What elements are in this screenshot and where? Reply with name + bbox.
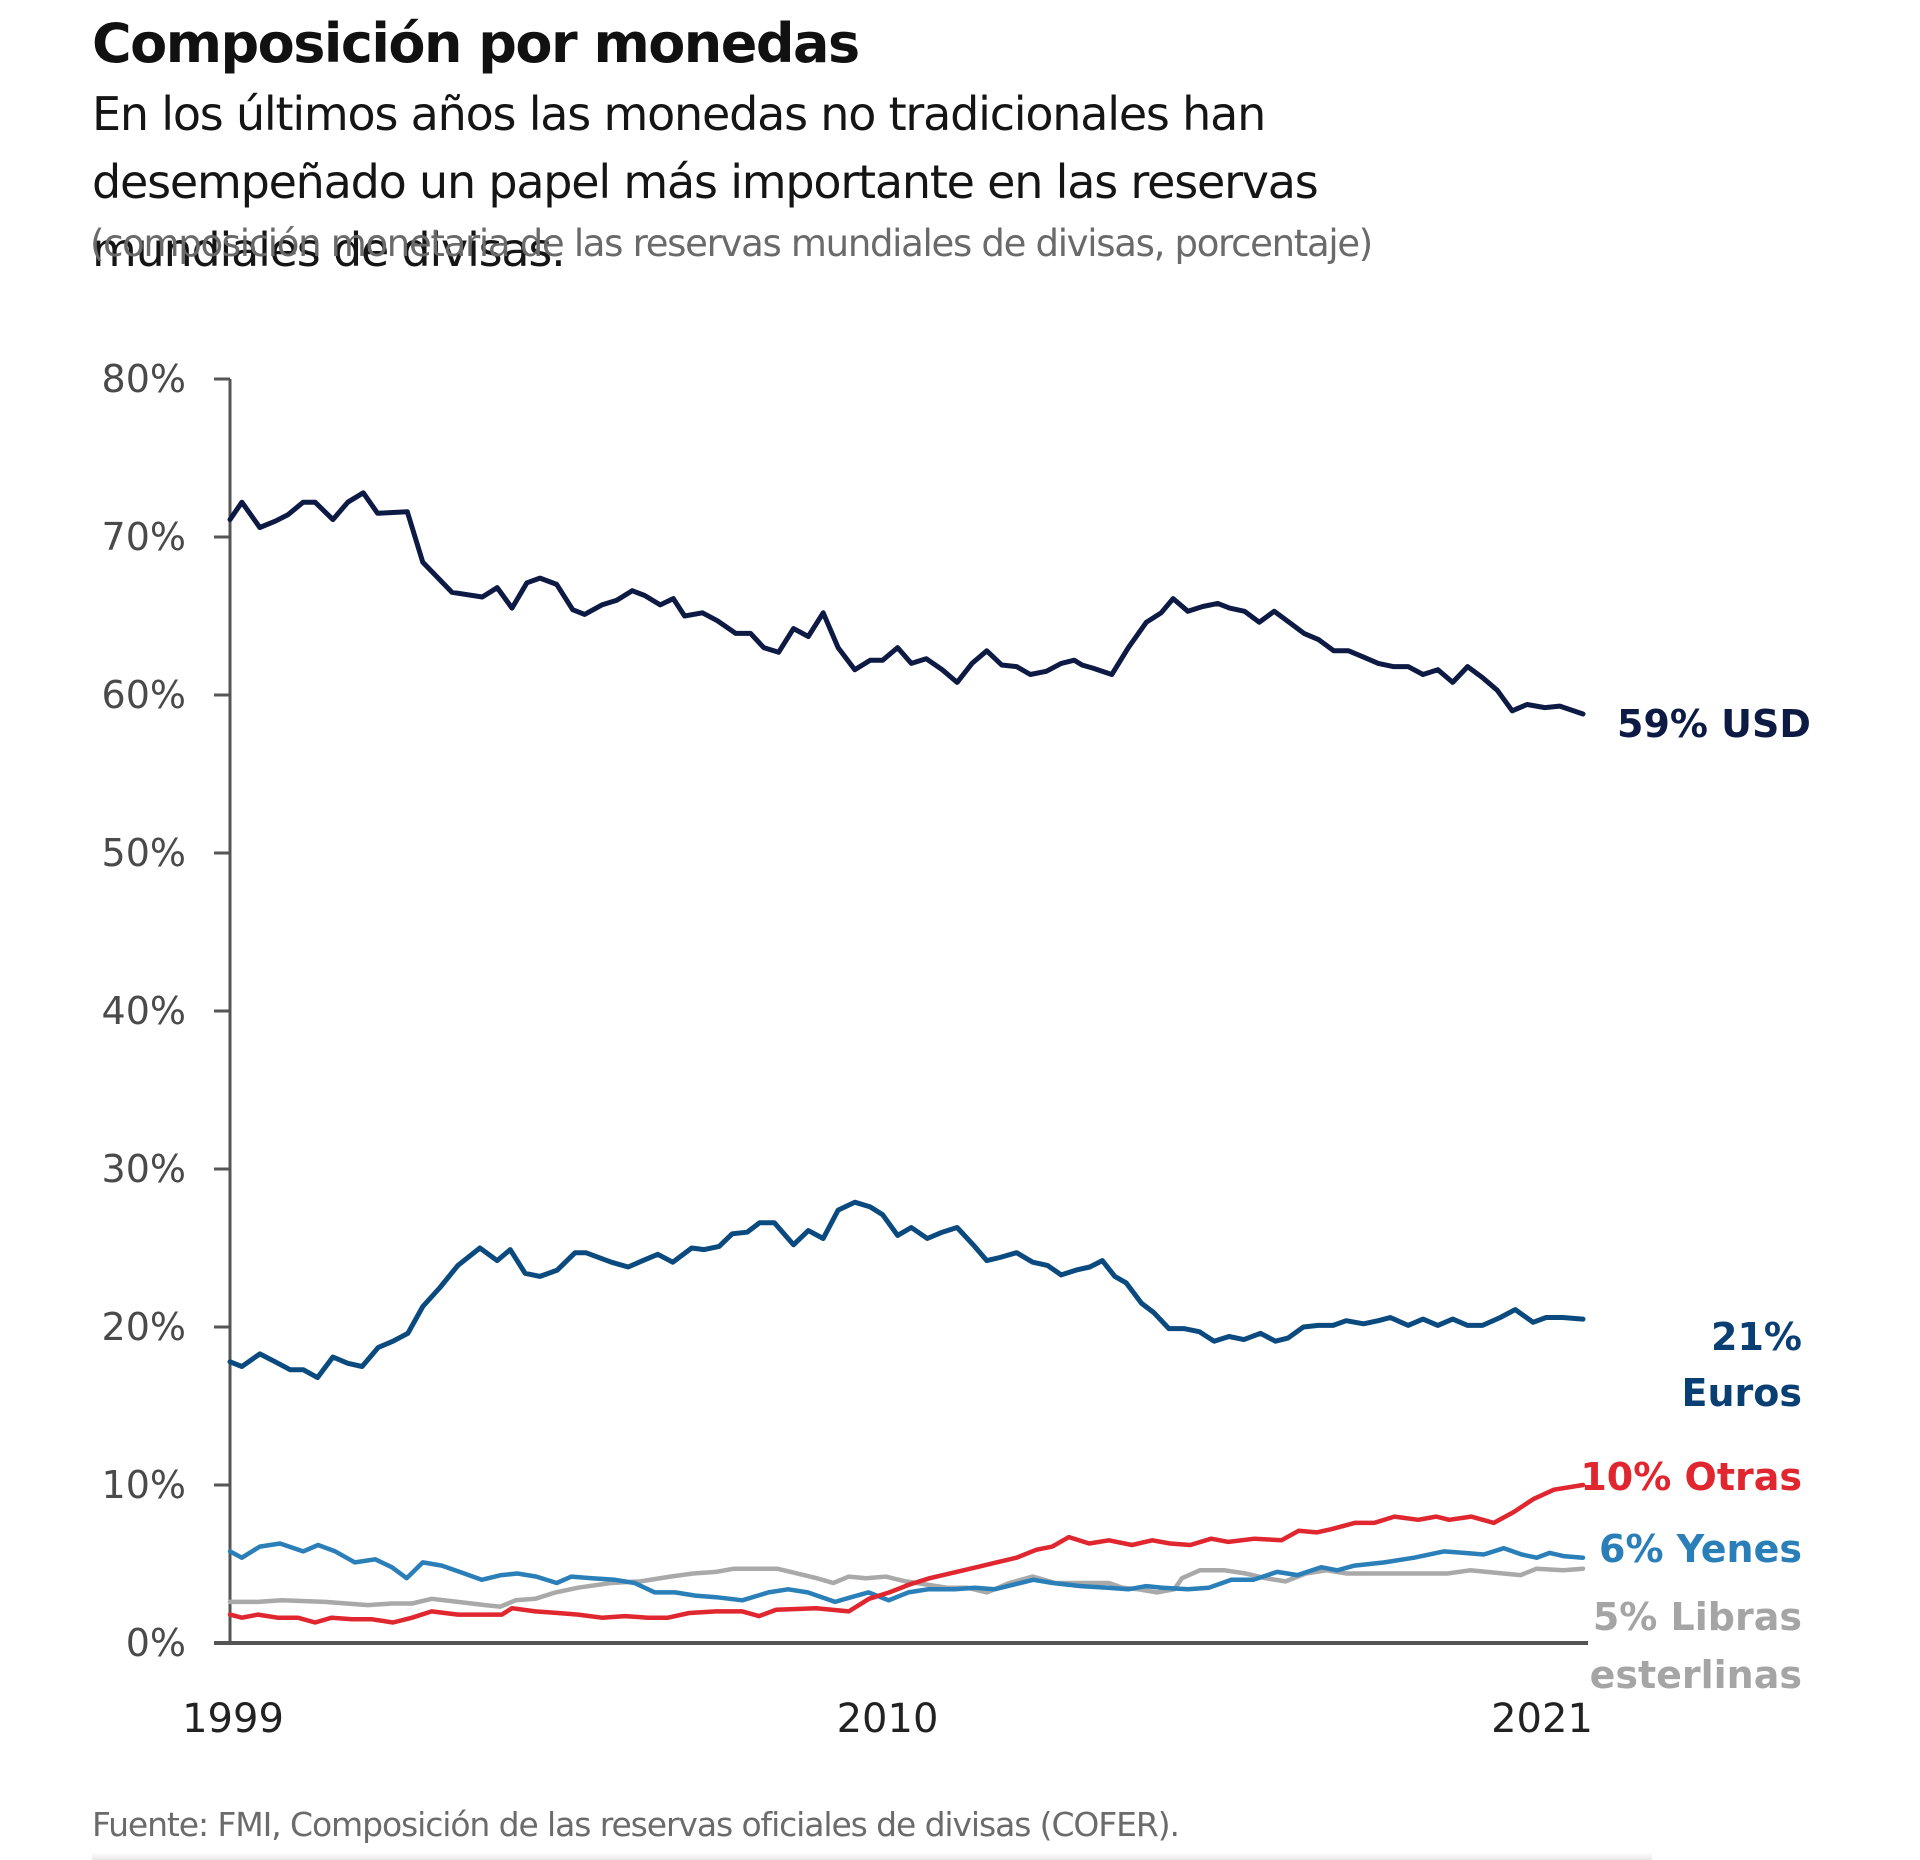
y-tick-label: 60%	[102, 673, 186, 717]
y-tick-label: 70%	[102, 515, 186, 559]
source-note: Fuente: FMI, Composición de las reservas…	[92, 1805, 1180, 1844]
series-line-otras	[227, 1482, 1586, 1625]
end-label-euros: Euros	[1682, 1371, 1802, 1415]
y-tick-label: 30%	[102, 1147, 186, 1191]
y-axis: 0% 10% 20% 30% 40% 50% 60% 70% 80%	[102, 357, 232, 1665]
x-tick-label: 1999	[182, 1696, 284, 1742]
chart-units-note: (composición monetaria de las reservas m…	[90, 222, 1373, 265]
chart-title: Composición por monedas	[92, 12, 860, 75]
end-label-libras-esterlinas: esterlinas	[1590, 1653, 1802, 1697]
y-tick-label: 80%	[102, 357, 186, 401]
series-line-euros	[227, 1199, 1586, 1381]
end-label-otras: 10% Otras	[1580, 1455, 1802, 1499]
end-label-libras-esterlinas: 5% Libras	[1593, 1595, 1802, 1639]
y-tick-label: 40%	[102, 989, 186, 1033]
x-tick-label: 2021	[1491, 1696, 1593, 1742]
x-axis: 1999 2010 2021	[182, 1641, 1593, 1742]
x-tick-label: 2010	[837, 1696, 939, 1742]
series-line-yenes	[227, 1541, 1586, 1605]
series-line-usd	[227, 490, 1586, 717]
series-end-labels: 59% USD 21% Euros 10% Otras 6% Yenes 5% Libra…	[1580, 702, 1811, 1697]
chart-subtitle: En los últimos años las monedas no tradi…	[92, 87, 1319, 277]
y-tick-label: 10%	[102, 1463, 186, 1507]
y-tick-label: 0%	[126, 1621, 186, 1665]
end-label-euros: 21%	[1711, 1315, 1802, 1359]
cut-off-footnote	[92, 1852, 1652, 1860]
y-tick-label: 20%	[102, 1305, 186, 1349]
end-label-yenes: 6% Yenes	[1599, 1527, 1802, 1571]
series-lines	[227, 490, 1586, 1625]
y-tick-label: 50%	[102, 831, 186, 875]
end-label-usd: 59% USD	[1617, 702, 1811, 746]
